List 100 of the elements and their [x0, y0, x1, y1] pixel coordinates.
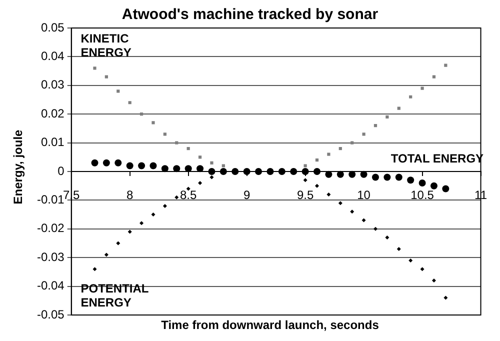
point: [220, 168, 227, 175]
x-tick-label: 10: [357, 188, 371, 202]
point: [174, 195, 179, 200]
x-tick-label: 9.5: [296, 188, 314, 202]
chart-title: Atwood's machine tracked by sonar: [122, 6, 378, 23]
point: [407, 176, 414, 184]
y-tick-label: 0.02: [40, 106, 65, 120]
point: [161, 165, 168, 172]
point: [150, 162, 157, 170]
point: [303, 178, 308, 182]
point: [384, 174, 391, 181]
point: [373, 226, 378, 231]
y-tick-label: -0.02: [36, 221, 65, 236]
point: [362, 132, 366, 136]
point: [255, 168, 262, 175]
point: [315, 158, 319, 162]
point: [116, 241, 120, 246]
point: [420, 86, 424, 90]
point: [102, 159, 110, 166]
point: [432, 75, 436, 78]
point: [266, 168, 274, 175]
point: [198, 156, 202, 159]
point: [314, 168, 321, 175]
point: [290, 168, 298, 175]
series-label: KINETIC ENERGY: [80, 31, 132, 60]
point: [348, 170, 356, 178]
point: [232, 168, 239, 175]
y-tick-label: 0.01: [40, 135, 65, 150]
point: [338, 146, 342, 150]
y-tick-label: -0.03: [36, 250, 65, 264]
point: [278, 168, 286, 175]
point: [408, 258, 413, 262]
y-tick-label: 0.05: [40, 20, 65, 34]
point: [128, 101, 132, 104]
point: [198, 180, 202, 185]
point: [184, 165, 192, 172]
point: [430, 182, 438, 190]
point: [126, 162, 134, 170]
point: [152, 121, 155, 124]
point: [175, 141, 178, 144]
point: [210, 161, 214, 164]
point: [397, 106, 400, 110]
point: [304, 164, 307, 168]
point: [151, 212, 156, 217]
y-tick-label: 0.03: [40, 78, 65, 92]
y-tick-label: 0.04: [40, 49, 65, 64]
point: [114, 159, 122, 166]
point: [315, 184, 320, 188]
x-tick-label: 9: [243, 188, 250, 202]
point: [444, 296, 448, 300]
point: [336, 170, 344, 178]
point: [360, 170, 368, 178]
y-tick-label: 0: [58, 164, 65, 178]
point: [442, 185, 450, 192]
point: [91, 159, 98, 166]
point: [93, 66, 96, 70]
point: [104, 252, 108, 257]
point: [418, 179, 426, 186]
point: [222, 164, 225, 168]
point: [92, 267, 97, 272]
point: [396, 246, 401, 251]
point: [444, 64, 448, 67]
point: [173, 165, 180, 172]
point: [210, 175, 214, 180]
point: [138, 162, 146, 170]
point: [128, 230, 132, 234]
y-axis-title: Energy, joule: [11, 128, 25, 206]
point: [385, 236, 390, 240]
point: [208, 168, 216, 175]
point: [386, 115, 389, 119]
point: [350, 141, 354, 144]
point: [163, 132, 166, 136]
point: [374, 124, 378, 128]
point: [325, 170, 332, 178]
point: [326, 192, 331, 196]
point: [104, 75, 108, 78]
x-tick-label: 8.5: [180, 188, 197, 202]
point: [372, 174, 379, 181]
point: [409, 95, 412, 98]
point: [327, 152, 330, 156]
point: [362, 218, 366, 222]
point: [116, 90, 120, 93]
point: [243, 168, 250, 175]
y-tick-label: -0.01: [36, 192, 65, 207]
point: [162, 204, 167, 208]
point: [140, 221, 144, 226]
point: [350, 210, 354, 214]
y-tick-label: -0.04: [36, 278, 65, 293]
x-axis-title: Time from downward launch, seconds: [161, 318, 379, 332]
x-tick-label: 8: [126, 188, 134, 202]
point: [338, 201, 342, 206]
x-tick-label: 10.5: [410, 188, 434, 202]
point: [432, 278, 436, 283]
point: [302, 168, 309, 175]
point: [140, 112, 144, 116]
point: [395, 174, 402, 181]
point: [420, 267, 424, 272]
y-tick-label: -0.05: [36, 307, 65, 322]
point: [196, 165, 204, 172]
point: [186, 146, 190, 150]
